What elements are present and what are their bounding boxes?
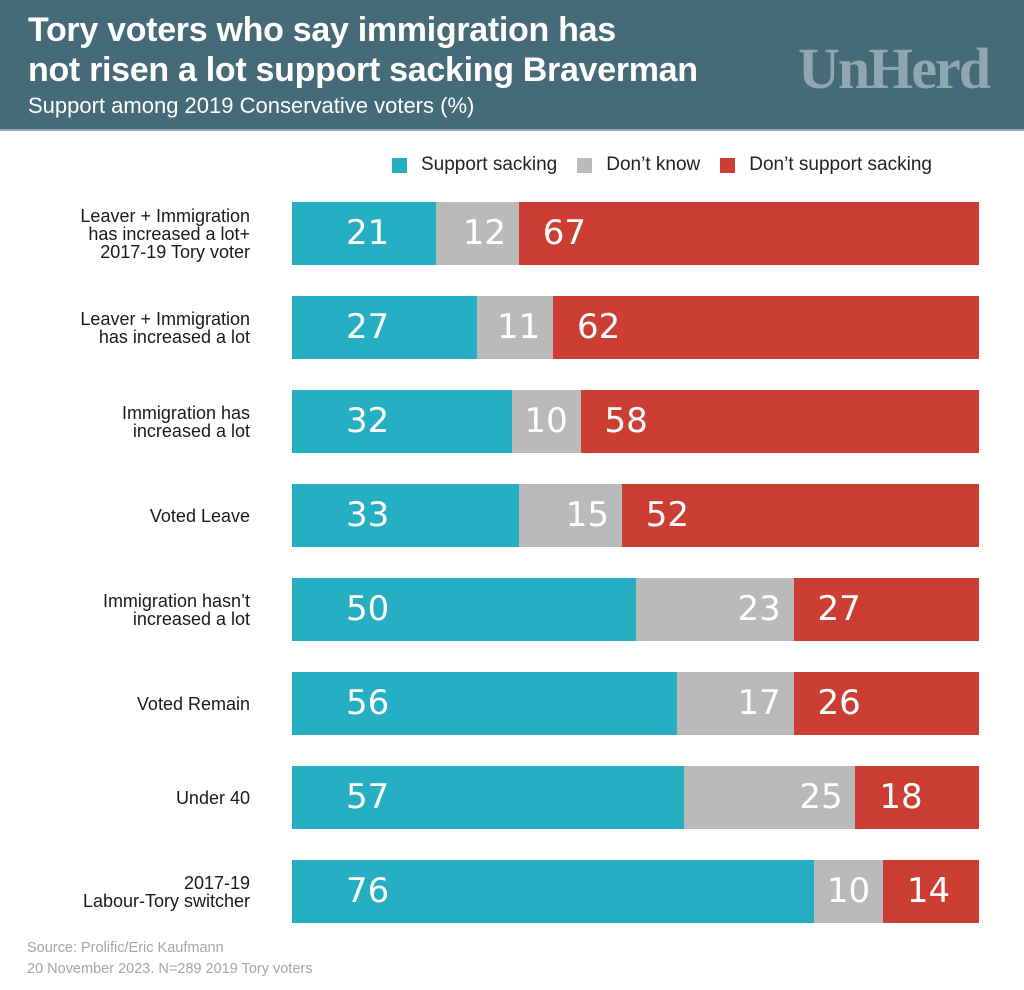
legend-item-dont-support: Don’t support sacking: [720, 154, 932, 176]
bar-segment-support: [292, 766, 684, 829]
legend-swatch-dont-know: [577, 157, 593, 173]
bar-segment-support: [292, 296, 478, 359]
bar-segment-support: [292, 860, 815, 923]
bar-segment-dont-know: [511, 390, 581, 453]
bar-segment-dont-know: [683, 766, 856, 829]
bar-segment-support: [292, 672, 677, 735]
bar-segment-dont-know: [477, 296, 554, 359]
data-label-support: 57: [346, 777, 390, 817]
legend-label-dont-know: Don’t know: [606, 154, 701, 175]
data-label-dont-support: 27: [817, 589, 861, 629]
data-label-support: 33: [346, 495, 390, 535]
bar-segment-dont-support: [793, 578, 979, 641]
data-label-support: 21: [346, 213, 390, 253]
data-label-support: 76: [346, 871, 390, 911]
bar-segment-dont-know: [518, 484, 622, 547]
category-label: Immigration has increased a lot: [121, 402, 250, 441]
data-label-dont-know: 23: [737, 589, 781, 629]
bar-row: 50 23 27: [292, 578, 979, 641]
data-label-support: 27: [346, 307, 390, 347]
source-note: Source: Prolific/Eric Kaufmann 20 Novemb…: [27, 938, 312, 980]
data-label-dont-support: 67: [542, 213, 586, 253]
bar-segment-support: [292, 390, 512, 453]
bar-segment-dont-support: [580, 390, 979, 453]
bar-segment-support: [292, 202, 437, 265]
bar-segment-support: [292, 484, 519, 547]
chart-title: Tory voters who say immigration has not …: [28, 10, 788, 90]
chart-title-line-2: not risen a lot support sacking Braverma…: [28, 51, 698, 89]
bar-row: 32 10 58: [292, 390, 979, 453]
category-label: Under 40: [175, 787, 250, 808]
data-label-dont-know: 15: [565, 495, 610, 535]
category-label: Voted Remain: [136, 693, 250, 714]
data-label-support: 50: [346, 589, 390, 629]
category-label: Leaver + Immigration has increased a lot…: [80, 205, 250, 262]
legend-label-support: Support sacking: [421, 154, 558, 175]
bar-segment-dont-support: [518, 202, 979, 265]
category-label: Voted Leave: [149, 505, 250, 526]
legend-item-dont-know: Don’t know: [577, 154, 700, 176]
data-label-dont-know: 17: [737, 683, 781, 723]
data-label-dont-know: 11: [497, 307, 541, 347]
category-label: Immigration hasn’t increased a lot: [102, 590, 250, 629]
data-label-dont-know: 10: [826, 871, 871, 911]
data-label-dont-support: 26: [817, 683, 861, 723]
legend-swatch-dont-support: [720, 157, 736, 173]
legend-item-support: Support sacking: [392, 154, 557, 176]
category-label: 2017-19 Labour-Tory switcher: [82, 872, 250, 911]
bar-segment-dont-know: [676, 672, 794, 735]
legend-label-dont-support: Don’t support sacking: [749, 154, 932, 175]
data-label-dont-know: 12: [462, 213, 506, 253]
bar-segment-dont-support: [553, 296, 979, 359]
chart-header: Tory voters who say immigration has not …: [0, 0, 1024, 131]
chart-title-line-1: Tory voters who say immigration has: [28, 11, 616, 49]
data-label-dont-know: 10: [524, 401, 568, 441]
legend-swatch-support: [392, 157, 407, 173]
data-label-dont-support: 18: [879, 777, 923, 817]
bar-segment-dont-support: [882, 860, 979, 923]
source-line-2: 20 November 2023. N=289 2019 Tory voters: [27, 961, 313, 977]
data-label-dont-support: 52: [645, 495, 690, 535]
bar-row: 21 12 67: [292, 202, 979, 265]
bar-segment-dont-know: [814, 860, 883, 923]
bar-row: 33 15 52: [292, 484, 979, 547]
bar-row: 76 10 14: [292, 860, 979, 923]
source-line-1: Source: Prolific/Eric Kaufmann: [27, 940, 224, 956]
data-label-dont-know: 25: [799, 777, 843, 817]
bar-row: 27 11 62: [292, 296, 979, 359]
bar-segment-support: [292, 578, 636, 641]
bar-segment-dont-support: [855, 766, 979, 829]
data-label-dont-support: 58: [604, 401, 648, 441]
bar-segment-dont-support: [621, 484, 979, 547]
bar-segment-dont-know: [436, 202, 519, 265]
data-label-support: 56: [346, 683, 390, 723]
chart-legend: Support sacking Don’t know Don’t support…: [392, 153, 932, 177]
bar-row: 57 25 18: [292, 766, 979, 829]
category-label: Leaver + Immigration has increased a lot: [80, 308, 250, 347]
unherd-logo: UnHerd: [798, 36, 991, 101]
data-label-dont-support: 14: [906, 871, 951, 911]
bar-segment-dont-know: [635, 578, 794, 641]
data-label-dont-support: 62: [577, 307, 621, 347]
bar-segment-dont-support: [793, 672, 979, 735]
data-label-support: 32: [346, 401, 390, 441]
chart-subtitle: Support among 2019 Conservative voters (…: [28, 93, 475, 118]
bar-row: 56 17 26: [292, 672, 979, 735]
